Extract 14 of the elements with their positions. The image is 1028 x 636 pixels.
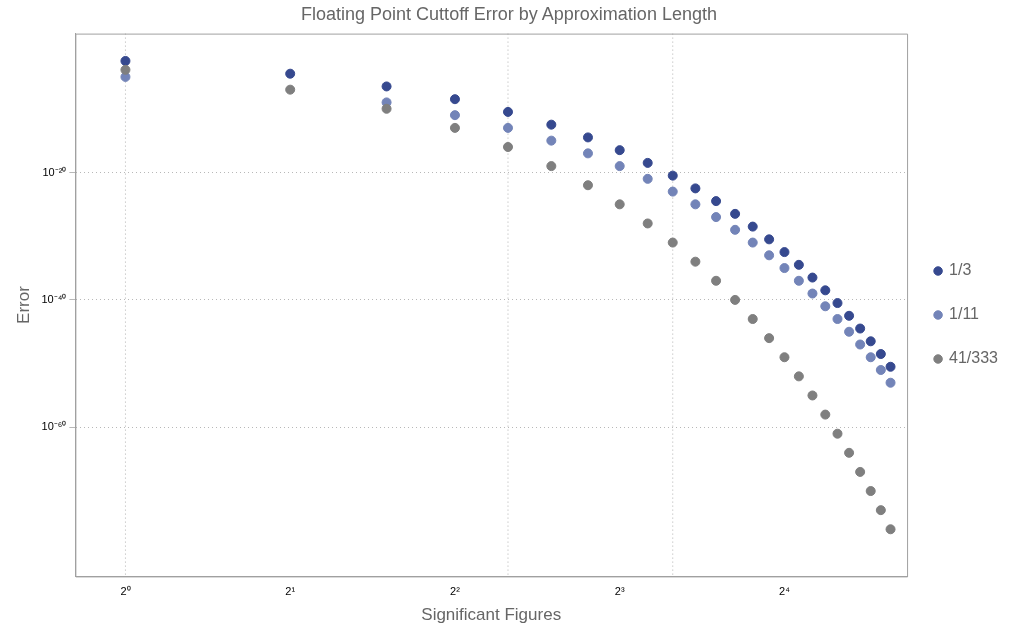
x-tick-label: 2¹ [285,585,296,598]
x-tick-label: 2³ [614,585,625,598]
y-tick-label: 10⁻⁴⁰ [41,292,67,305]
legend-label: 1/11 [949,305,980,323]
legend-label: 41/333 [949,349,999,367]
legend-label: 1/3 [949,261,972,279]
x-tick-label: 2⁴ [779,585,791,598]
x-tick-label: 2² [450,585,461,598]
y-tick-label: 10⁻⁶⁰ [41,420,67,433]
y-tick-label: 10⁻²⁰ [42,165,67,178]
chart-title: Floating Point Cuttoff Error by Approximation Length [301,3,717,24]
x-tick-label: 2⁰ [120,585,131,598]
x-axis-title: Significant Figures [421,605,562,625]
y-axis-title: Error [13,285,33,324]
